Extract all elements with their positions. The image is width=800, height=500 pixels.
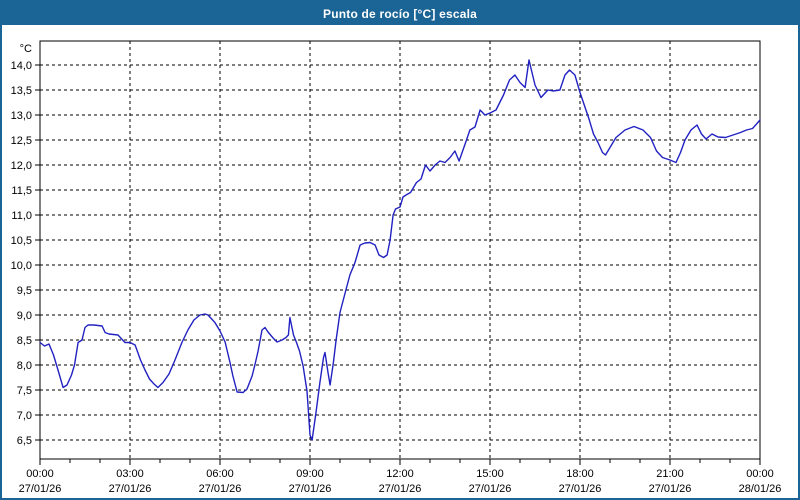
x-axis-time-label: 09:00	[296, 468, 324, 480]
gridlines	[40, 41, 760, 459]
axes	[35, 64, 761, 465]
y-axis-tick-label: 12,0	[11, 160, 32, 172]
x-axis-time-label: 15:00	[476, 468, 504, 480]
dewpoint-chart: 14,0 13,5 13,0 12,5 12,0 11,5 11,0 10,5 10,0 9,5 9…	[11, 40, 782, 495]
y-axis-tick-label: 8,5	[17, 335, 32, 347]
x-axis-date-label: 27/01/26	[109, 483, 152, 495]
chart-area: 14,0 13,5 13,0 12,5 12,0 11,5 11,0 10,5 10,0 9,5 9…	[2, 25, 798, 498]
x-axis-date-label: 27/01/26	[199, 483, 242, 495]
y-axis-tick-label: 7,0	[17, 410, 32, 422]
x-axis-time-label: 00:00	[746, 468, 774, 480]
x-axis-date-label: 27/01/26	[19, 483, 62, 495]
x-axis-date-label: 27/01/26	[379, 483, 422, 495]
y-axis-tick-label: 9,5	[17, 285, 32, 297]
y-axis-tick-label: 11,5	[11, 185, 32, 197]
title-bar: Punto de rocío [°C] escala	[2, 2, 798, 25]
chart-title: Punto de rocío [°C] escala	[322, 6, 478, 21]
x-axis-time-label: 03:00	[116, 468, 144, 480]
x-axis-time-label: 18:00	[566, 468, 594, 480]
y-axis-tick-label: 14,0	[11, 60, 32, 72]
x-axis-date-label: 27/01/26	[289, 483, 332, 495]
y-axis-tick-label: 7,5	[17, 385, 32, 397]
y-axis-tick-label: 10,0	[11, 260, 32, 272]
x-axis-time-label: 21:00	[656, 468, 684, 480]
y-axis-tick-label: 13,0	[11, 110, 32, 122]
y-axis-tick-label: 11,0	[11, 210, 32, 222]
y-axis-tick-label: 13,5	[11, 85, 32, 97]
x-axis-date-label: 27/01/26	[649, 483, 692, 495]
x-axis-time-label: 12:00	[386, 468, 414, 480]
x-axis-time-label: 00:00	[26, 468, 54, 480]
y-axis-tick-label: 10,5	[11, 235, 32, 247]
x-axis-date-label: 28/01/26	[739, 483, 782, 495]
y-axis-tick-label: 8,0	[17, 360, 32, 372]
y-axis-tick-label: 9,0	[17, 310, 32, 322]
dewpoint-series-line	[39, 59, 761, 441]
y-axis-unit-label: °C	[20, 43, 32, 55]
x-axis-date-label: 27/01/26	[559, 483, 602, 495]
plot-border	[39, 40, 761, 460]
x-axis-time-label: 06:00	[206, 468, 234, 480]
x-axis-date-label: 27/01/26	[469, 483, 512, 495]
y-axis-tick-label: 6,5	[17, 435, 32, 447]
y-axis-tick-label: 12,5	[11, 135, 32, 147]
